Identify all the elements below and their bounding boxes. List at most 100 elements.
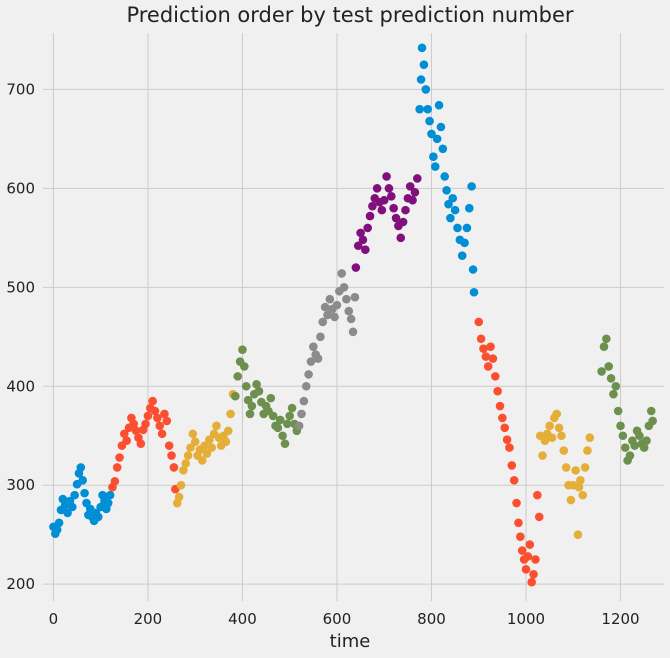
data-point (438, 144, 448, 154)
data-point (280, 439, 290, 448)
y-tick-label: 300 (6, 476, 35, 494)
data-point (285, 411, 294, 421)
data-point (240, 362, 249, 371)
data-point (266, 393, 276, 403)
data-point (620, 443, 630, 452)
data-point (464, 203, 474, 213)
x-tick-label: 1000 (507, 610, 545, 628)
data-point (421, 85, 431, 94)
data-point (169, 463, 179, 472)
data-point (442, 186, 451, 195)
data-point (174, 492, 184, 502)
data-point (313, 354, 323, 363)
data-points (49, 43, 657, 587)
data-point (415, 104, 424, 114)
data-point (507, 461, 517, 470)
data-point (372, 184, 382, 193)
data-point (559, 446, 569, 455)
data-point (531, 555, 540, 564)
data-point (630, 441, 639, 450)
y-tick-label: 600 (6, 179, 35, 197)
data-point (391, 213, 401, 223)
data-point (316, 332, 325, 342)
data-point (604, 362, 614, 371)
data-point (202, 449, 212, 458)
data-point (481, 352, 491, 361)
data-point (105, 490, 115, 500)
data-point (76, 463, 86, 472)
data-point (410, 188, 420, 197)
data-point (578, 490, 588, 500)
data-point (346, 314, 356, 324)
tick-labels: 0 200 400 600 800 1000 1200 200 300 400 500 600 700 (6, 80, 639, 628)
data-point (365, 211, 375, 221)
data-point (500, 423, 510, 433)
data-point (583, 446, 592, 455)
data-point (468, 265, 478, 274)
data-point (467, 182, 476, 191)
data-point (479, 344, 488, 353)
data-point (430, 162, 440, 171)
data-point (188, 429, 198, 439)
data-point (642, 436, 651, 445)
data-point (554, 423, 564, 433)
data-point (545, 421, 554, 431)
data-point (342, 294, 351, 304)
data-point (157, 429, 167, 439)
data-point (358, 235, 368, 245)
data-point (547, 433, 557, 443)
chart-title: Prediction order by test prediction numb… (126, 3, 573, 27)
data-point (460, 238, 469, 248)
data-point (150, 406, 160, 416)
data-point (417, 43, 427, 53)
data-point (625, 451, 635, 460)
data-point (155, 421, 165, 431)
data-point (247, 401, 257, 411)
data-point (54, 518, 64, 528)
data-point (119, 429, 129, 439)
data-point (436, 122, 446, 132)
data-point (527, 577, 536, 587)
data-point (387, 191, 396, 201)
data-point (502, 435, 512, 445)
data-point (609, 389, 618, 399)
data-point (521, 565, 531, 574)
data-point (474, 317, 484, 327)
data-point (597, 367, 606, 376)
data-point (405, 182, 415, 191)
data-point (419, 60, 429, 69)
data-point (186, 443, 195, 452)
data-point (238, 345, 247, 354)
data-point (183, 451, 193, 460)
data-point (483, 362, 493, 371)
data-point (93, 512, 103, 522)
data-point (493, 386, 502, 396)
data-point (413, 174, 422, 183)
data-point (164, 441, 174, 450)
data-point (122, 436, 131, 445)
data-point (179, 466, 188, 475)
data-point (306, 357, 316, 366)
data-point (469, 287, 479, 297)
data-point (297, 409, 306, 419)
y-tick-label: 400 (6, 377, 35, 395)
data-point (309, 342, 318, 351)
data-point (52, 525, 62, 535)
data-point (200, 441, 209, 450)
data-point (635, 431, 644, 441)
data-point (181, 459, 191, 468)
data-point (429, 152, 438, 161)
data-point (254, 386, 264, 396)
data-point (606, 374, 616, 383)
data-point (571, 466, 580, 475)
data-point (648, 416, 657, 426)
data-point (585, 433, 595, 443)
data-point (337, 269, 346, 278)
data-point (566, 495, 576, 505)
data-point (110, 476, 120, 486)
data-point (252, 379, 261, 389)
data-point (356, 228, 365, 238)
data-point (131, 426, 141, 436)
data-point (498, 413, 507, 423)
